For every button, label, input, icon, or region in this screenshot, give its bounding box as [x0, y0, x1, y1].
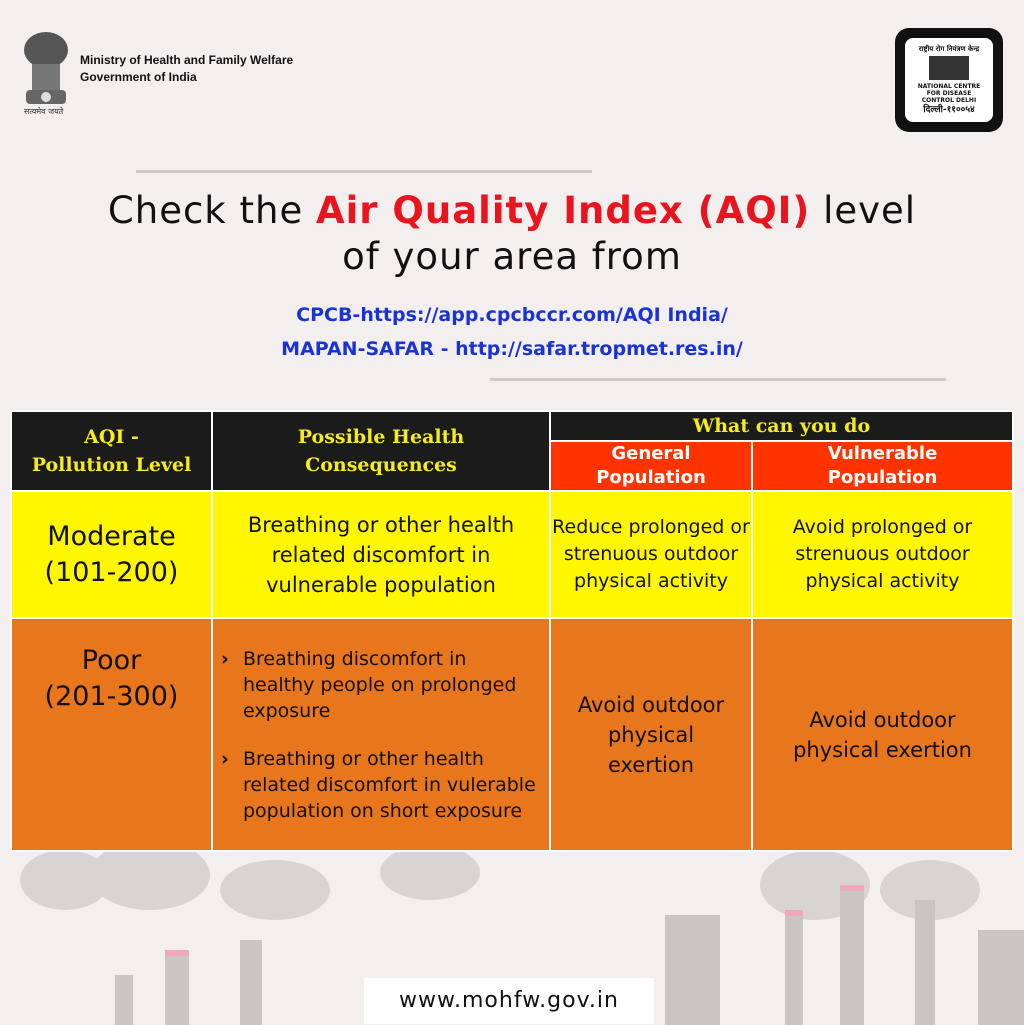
aqi-table: AQI - Pollution Level Possible Health Cons… — [10, 410, 1015, 852]
divider — [490, 378, 946, 381]
headline-highlight: Air Quality Index (AQI) — [315, 189, 811, 232]
factory-illustration — [0, 840, 1024, 1025]
headline-text: level — [810, 189, 917, 232]
national-emblem-logo — [24, 32, 68, 104]
website-link[interactable]: www.mohfw.gov.in — [364, 978, 654, 1024]
header-general: General Population — [549, 440, 753, 492]
divider — [136, 170, 592, 173]
general-cell: Reduce prolonged or strenuous outdoor ph… — [549, 490, 753, 619]
headline: Check the Air Quality Index (AQI) level … — [0, 188, 1024, 280]
vulnerable-cell: Avoid prolonged or strenuous outdoor phy… — [750, 490, 1015, 619]
ministry-name: Ministry of Health and Family Welfare Go… — [80, 52, 293, 86]
chevron-right-icon: › — [221, 747, 229, 770]
vulnerable-cell: Avoid outdoor physical exertion — [750, 617, 1015, 852]
header-level: AQI - Pollution Level — [10, 410, 213, 492]
safar-link[interactable]: MAPAN-SAFAR - http://safar.tropmet.res.i… — [281, 338, 743, 360]
ncdc-bottom: दिल्ली-११००५४ — [923, 105, 975, 115]
header-vulnerable: Vulnerable Population — [750, 440, 1015, 492]
bullet-item: › Breathing or other health related disco… — [221, 747, 536, 822]
ncdc-hindi: राष्ट्रीय रोग नियंत्रण केन्द्र — [918, 45, 980, 53]
consequences-cell: › Breathing discomfort in healthy people … — [211, 617, 551, 852]
table-row-poor: Poor (201-300) › Breathing discomfort in h… — [10, 617, 1015, 852]
ncdc-text: NATIONAL CENTRE FOR DISEASE CONTROL DELH… — [917, 83, 981, 104]
cpcb-link[interactable]: CPCB-https://app.cpcbccr.com/AQI India/ — [296, 304, 728, 326]
headline-line2: of your area from — [342, 235, 682, 278]
ministry-line1: Ministry of Health and Family Welfare — [80, 53, 294, 67]
general-cell: Avoid outdoor physical exertion — [549, 617, 753, 852]
table-row-moderate: Moderate (101-200) Breathing or other hea… — [10, 490, 1015, 619]
header-what-can-you-do: What can you do — [548, 410, 1015, 442]
ncdc-logo: राष्ट्रीय रोग नियंत्रण केन्द्र NATIONAL … — [895, 28, 1003, 132]
chevron-right-icon: › — [221, 647, 229, 670]
bullet-item: › Breathing discomfort in healthy people … — [221, 647, 517, 722]
emblem-motto: सत्यमेव जयते — [24, 107, 64, 116]
ministry-line2: Government of India — [80, 70, 197, 84]
consequences-cell: Breathing or other health related discom… — [211, 490, 551, 619]
headline-text: Check the — [107, 189, 316, 232]
level-cell: Moderate (101-200) — [10, 490, 213, 619]
level-cell: Poor (201-300) — [10, 617, 213, 852]
links: CPCB-https://app.cpcbccr.com/AQI India/ … — [0, 298, 1024, 366]
header-consequences: Possible Health Consequences — [211, 410, 551, 492]
